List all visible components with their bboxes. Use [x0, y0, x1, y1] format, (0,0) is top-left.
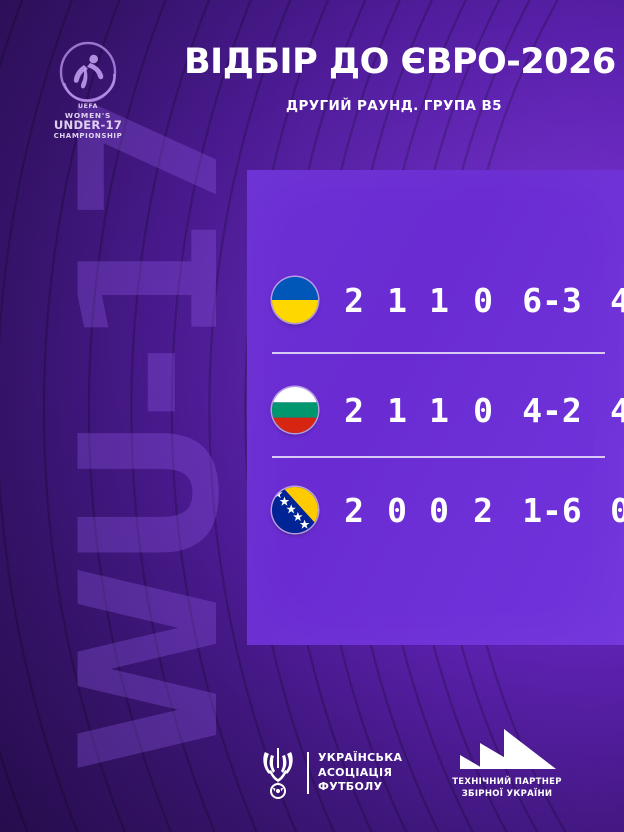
uaf-name-line1: УКРАЇНСЬКА — [318, 750, 403, 764]
matches-lost: 0 — [473, 390, 493, 430]
page-subtitle: ДРУГИЙ РАУНД. ГРУПА B5 — [286, 97, 502, 114]
bosnia-and-herzegovina-flag-icon — [272, 487, 318, 533]
uefa-logo-line1: WOMEN'S — [65, 111, 111, 120]
points: 4 — [610, 280, 624, 320]
uefa-logo-line2: UNDER-17 — [54, 118, 122, 132]
matches-drawn: 1 — [429, 280, 449, 320]
goals: 6-3 — [522, 280, 582, 320]
matches-played: 2 — [344, 490, 364, 530]
uefa-logo-line3: CHAMPIONSHIP — [54, 132, 123, 140]
sponsor-caption: ТЕХНІЧНИЙ ПАРТНЕР ЗБІРНОЇ УКРАЇНИ — [432, 776, 582, 800]
goals: 1-6 — [522, 490, 582, 530]
matches-drawn: 0 — [429, 490, 449, 530]
standings-table: 2 1 1 0 6-3 4 2 1 1 0 — [247, 170, 624, 645]
bulgaria-flag-icon — [272, 387, 318, 433]
matches-played: 2 — [344, 280, 364, 320]
sponsor-block: ТЕХНІЧНИЙ ПАРТНЕР ЗБІРНОЇ УКРАЇНИ — [432, 717, 582, 800]
table-row[interactable]: 2 1 1 0 4-2 4 — [272, 382, 624, 438]
points: 0 — [610, 490, 624, 530]
wu-17-watermark: WU-17 — [39, 96, 261, 774]
matches-won: 1 — [387, 390, 407, 430]
ukrainian-trident-icon — [263, 748, 293, 799]
footer: УКРАЇНСЬКА АСОЦІАЦІЯ ФУТБОЛУ ТЕХНІЧНИЙ П… — [0, 716, 624, 806]
matches-lost: 0 — [473, 280, 493, 320]
matches-lost: 2 — [473, 490, 493, 530]
page-title: ВІДБІР ДО ЄВРО-2026 — [184, 42, 616, 82]
table-row[interactable]: 2 0 0 2 1-6 0 — [272, 482, 624, 538]
uaf-name-line2: АСОЦІАЦІЯ — [318, 765, 393, 779]
matches-won: 1 — [387, 280, 407, 320]
row-stats: 2 0 0 2 1-6 0 — [318, 491, 624, 530]
uefa-logo-uefa-text: UEFA — [78, 103, 98, 110]
sponsor-caption-line2: ЗБІРНОЇ УКРАЇНИ — [461, 788, 553, 799]
uefa-womens-under-17-championship-logo: UEFA WOMEN'S UNDER-17 CHAMPIONSHIP — [54, 41, 123, 140]
uaf-divider — [307, 752, 309, 794]
matches-drawn: 1 — [429, 390, 449, 430]
adidas-logo-icon — [460, 728, 556, 769]
row-divider — [272, 456, 605, 458]
ukraine-flag-icon — [272, 277, 318, 323]
uaf-name: УКРАЇНСЬКА АСОЦІАЦІЯ ФУТБОЛУ — [318, 751, 402, 796]
sponsor-caption-line1: ТЕХНІЧНИЙ ПАРТНЕР — [452, 776, 562, 787]
matches-won: 0 — [387, 490, 407, 530]
row-stats: 2 1 1 0 4-2 4 — [318, 391, 624, 430]
header: ВІДБІР ДО ЄВРО-2026 ДРУГИЙ РАУНД. ГРУПА … — [184, 42, 616, 114]
table-row[interactable]: 2 1 1 0 6-3 4 — [272, 272, 624, 328]
row-divider — [272, 352, 605, 354]
goals: 4-2 — [522, 390, 582, 430]
standings-panel: 2 1 1 0 6-3 4 2 1 1 0 — [247, 170, 624, 645]
uaf-name-line3: ФУТБОЛУ — [318, 780, 383, 794]
ukrainian-association-of-football-logo: УКРАЇНСЬКА АСОЦІАЦІЯ ФУТБОЛУ — [258, 746, 402, 800]
points: 4 — [610, 390, 624, 430]
matches-played: 2 — [344, 390, 364, 430]
row-stats: 2 1 1 0 6-3 4 — [318, 281, 624, 320]
